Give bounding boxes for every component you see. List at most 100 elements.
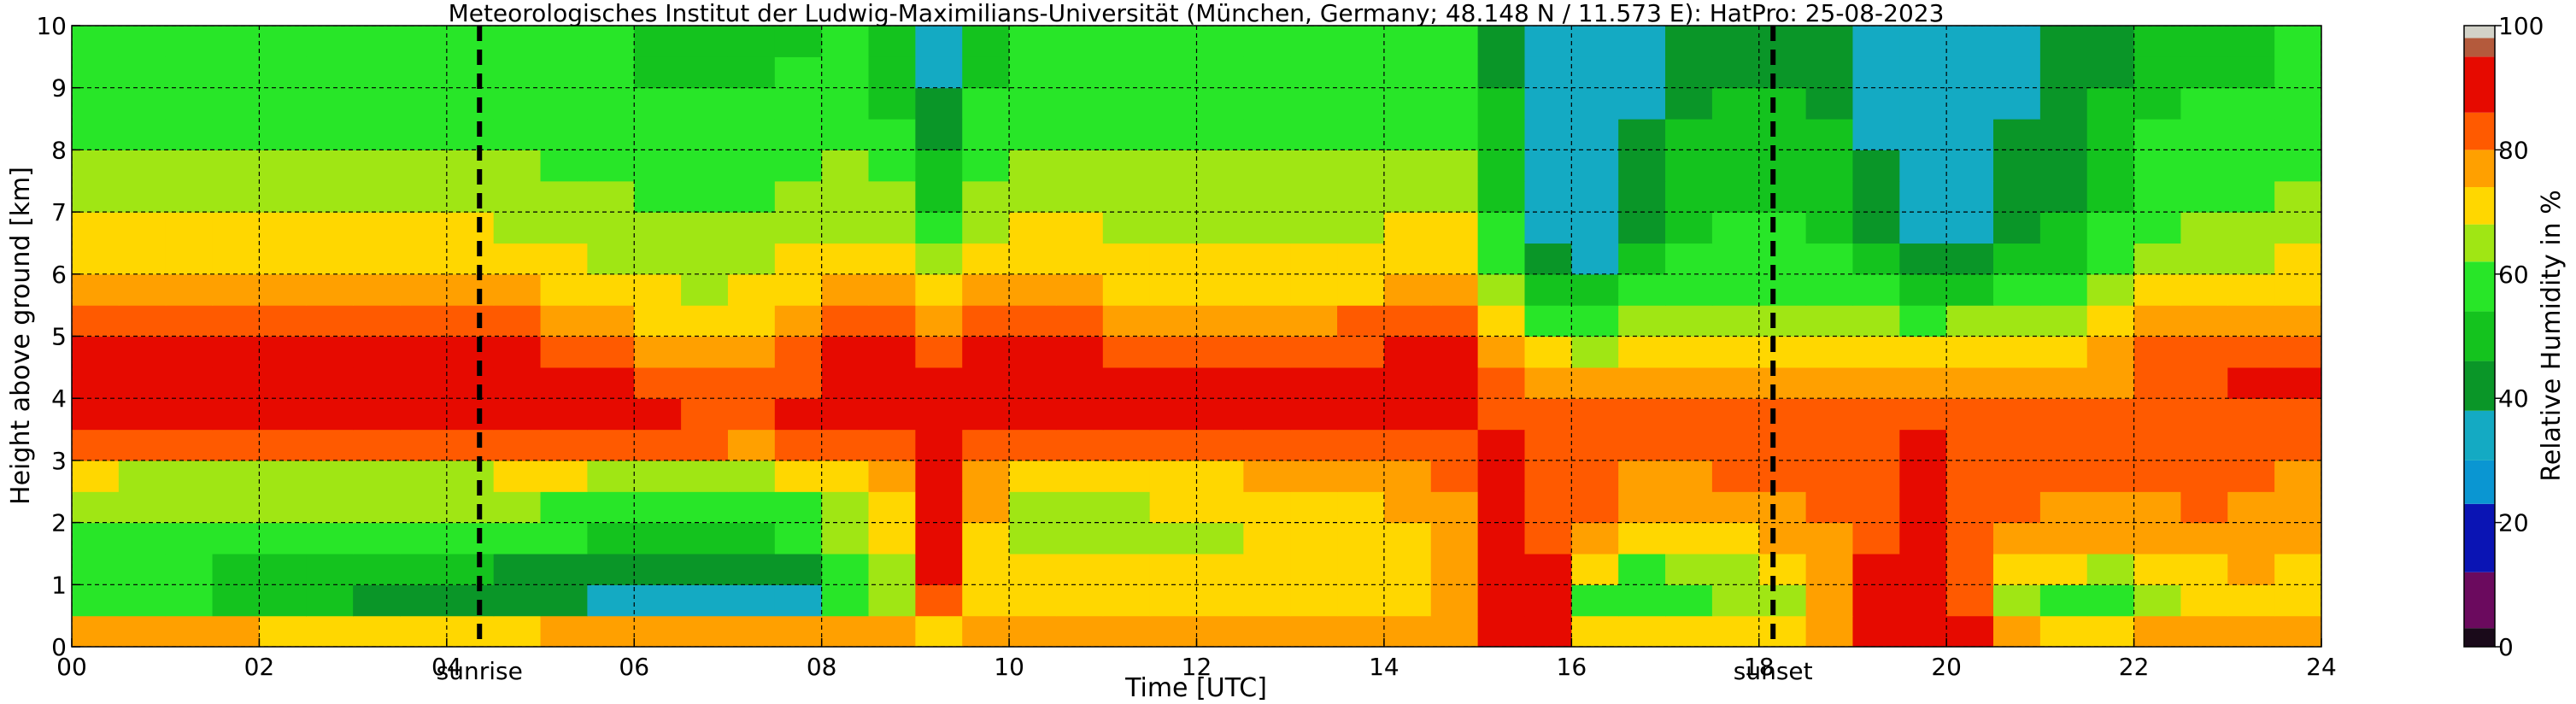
heatmap-cell: [774, 336, 823, 368]
heatmap-cell: [1243, 212, 1291, 244]
heatmap-cell: [1571, 26, 1619, 57]
heatmap-cell: [1805, 522, 1854, 554]
heatmap-cell: [821, 522, 870, 554]
heatmap-cell: [1805, 212, 1854, 244]
heatmap-cell: [212, 212, 261, 244]
heatmap-cell: [1102, 553, 1151, 585]
colorbar-tick-label: 60: [2498, 261, 2529, 289]
heatmap-cell: [2086, 553, 2135, 585]
heatmap-cell: [1383, 212, 1432, 244]
heatmap-cell: [962, 56, 1010, 89]
heatmap-cell: [634, 584, 682, 617]
heatmap-cell: [540, 87, 588, 120]
heatmap-cell: [1196, 522, 1244, 554]
heatmap-cell: [1290, 522, 1338, 554]
heatmap-cell: [1430, 615, 1479, 647]
heatmap-cell: [1993, 615, 2041, 647]
heatmap-cell: [2227, 87, 2275, 120]
heatmap-cell: [306, 87, 354, 120]
heatmap-cell: [962, 553, 1010, 585]
heatmap-cell: [493, 615, 542, 647]
heatmap-cell: [1946, 56, 1994, 89]
heatmap-cell: [1009, 56, 1057, 89]
heatmap-cell: [1852, 491, 1900, 524]
heatmap-cell: [1993, 212, 2041, 244]
heatmap-cell: [1618, 429, 1666, 461]
heatmap-cell: [2086, 367, 2135, 399]
heatmap-cell: [1758, 212, 1807, 244]
heatmap-cell: [1196, 180, 1244, 213]
heatmap-cell: [1805, 150, 1854, 182]
heatmap-cell: [259, 273, 307, 306]
heatmap-cell: [868, 491, 916, 524]
heatmap-cell: [2274, 460, 2321, 492]
y-tick-label: 6: [51, 261, 67, 289]
heatmap-cell: [2274, 150, 2321, 182]
heatmap-cell: [2086, 491, 2135, 524]
heatmap-cell: [306, 212, 354, 244]
x-tick-label: 16: [1557, 653, 1587, 681]
heatmap-cell: [727, 367, 776, 399]
heatmap-cell: [1946, 87, 1994, 120]
heatmap-cell: [1618, 615, 1666, 647]
heatmap-cell: [868, 243, 916, 275]
heatmap-cell: [727, 26, 776, 57]
heatmap-cell: [353, 56, 401, 89]
heatmap-cell: [493, 398, 542, 431]
heatmap-cell: [1711, 150, 1760, 182]
heatmap-cell: [1618, 305, 1666, 337]
heatmap-cell: [1383, 56, 1432, 89]
heatmap-cell: [1290, 398, 1338, 431]
heatmap-cell: [1430, 150, 1479, 182]
heatmap-cell: [962, 180, 1010, 213]
y-tick-label: 10: [36, 12, 67, 40]
heatmap-cell: [2086, 56, 2135, 89]
heatmap-cell: [2227, 398, 2275, 431]
heatmap-cell: [353, 522, 401, 554]
heatmap-cell: [2227, 56, 2275, 89]
heatmap-cell: [2086, 305, 2135, 337]
heatmap-cell: [1243, 584, 1291, 617]
heatmap-cell: [1196, 460, 1244, 492]
heatmap-cell: [118, 584, 167, 617]
heatmap-cell: [2180, 615, 2228, 647]
heatmap-cell: [1758, 273, 1807, 306]
heatmap-cell: [1899, 212, 1947, 244]
heatmap-cell: [1102, 87, 1151, 120]
heatmap-cell: [1899, 119, 1947, 150]
heatmap-cell: [1196, 87, 1244, 120]
colorbar-segment: [2464, 38, 2495, 57]
heatmap-cell: [259, 150, 307, 182]
heatmap-cell: [1993, 398, 2041, 431]
heatmap-cell: [1618, 56, 1666, 89]
heatmap-cell: [1055, 584, 1104, 617]
heatmap-cell: [212, 305, 261, 337]
heatmap-cell: [306, 119, 354, 150]
heatmap-cell: [2086, 119, 2135, 150]
heatmap-cell: [821, 119, 870, 150]
heatmap-cell: [1711, 584, 1760, 617]
heatmap-cell: [2086, 615, 2135, 647]
heatmap-cell: [1149, 305, 1198, 337]
colorbar-tick-label: 40: [2498, 384, 2529, 413]
heatmap-cell: [821, 212, 870, 244]
heatmap-cell: [821, 429, 870, 461]
heatmap-cell: [1711, 305, 1760, 337]
heatmap-cell: [1243, 87, 1291, 120]
heatmap-cell: [1009, 491, 1057, 524]
colorbar-tick-label: 100: [2498, 12, 2544, 40]
heatmap-cell: [2039, 243, 2088, 275]
heatmap-cell: [1196, 119, 1244, 150]
heatmap-cell: [727, 429, 776, 461]
heatmap-cell: [399, 336, 448, 368]
heatmap-cell: [1149, 367, 1198, 399]
heatmap-cell: [1196, 491, 1244, 524]
heatmap-cell: [2274, 305, 2321, 337]
heatmap-cell: [774, 584, 823, 617]
heatmap-cell: [821, 87, 870, 120]
heatmap-cell: [399, 180, 448, 213]
y-tick-label: 5: [51, 323, 67, 351]
heatmap-cell: [1477, 150, 1526, 182]
heatmap-cell: [493, 212, 542, 244]
y-tick-label: 9: [51, 74, 67, 103]
